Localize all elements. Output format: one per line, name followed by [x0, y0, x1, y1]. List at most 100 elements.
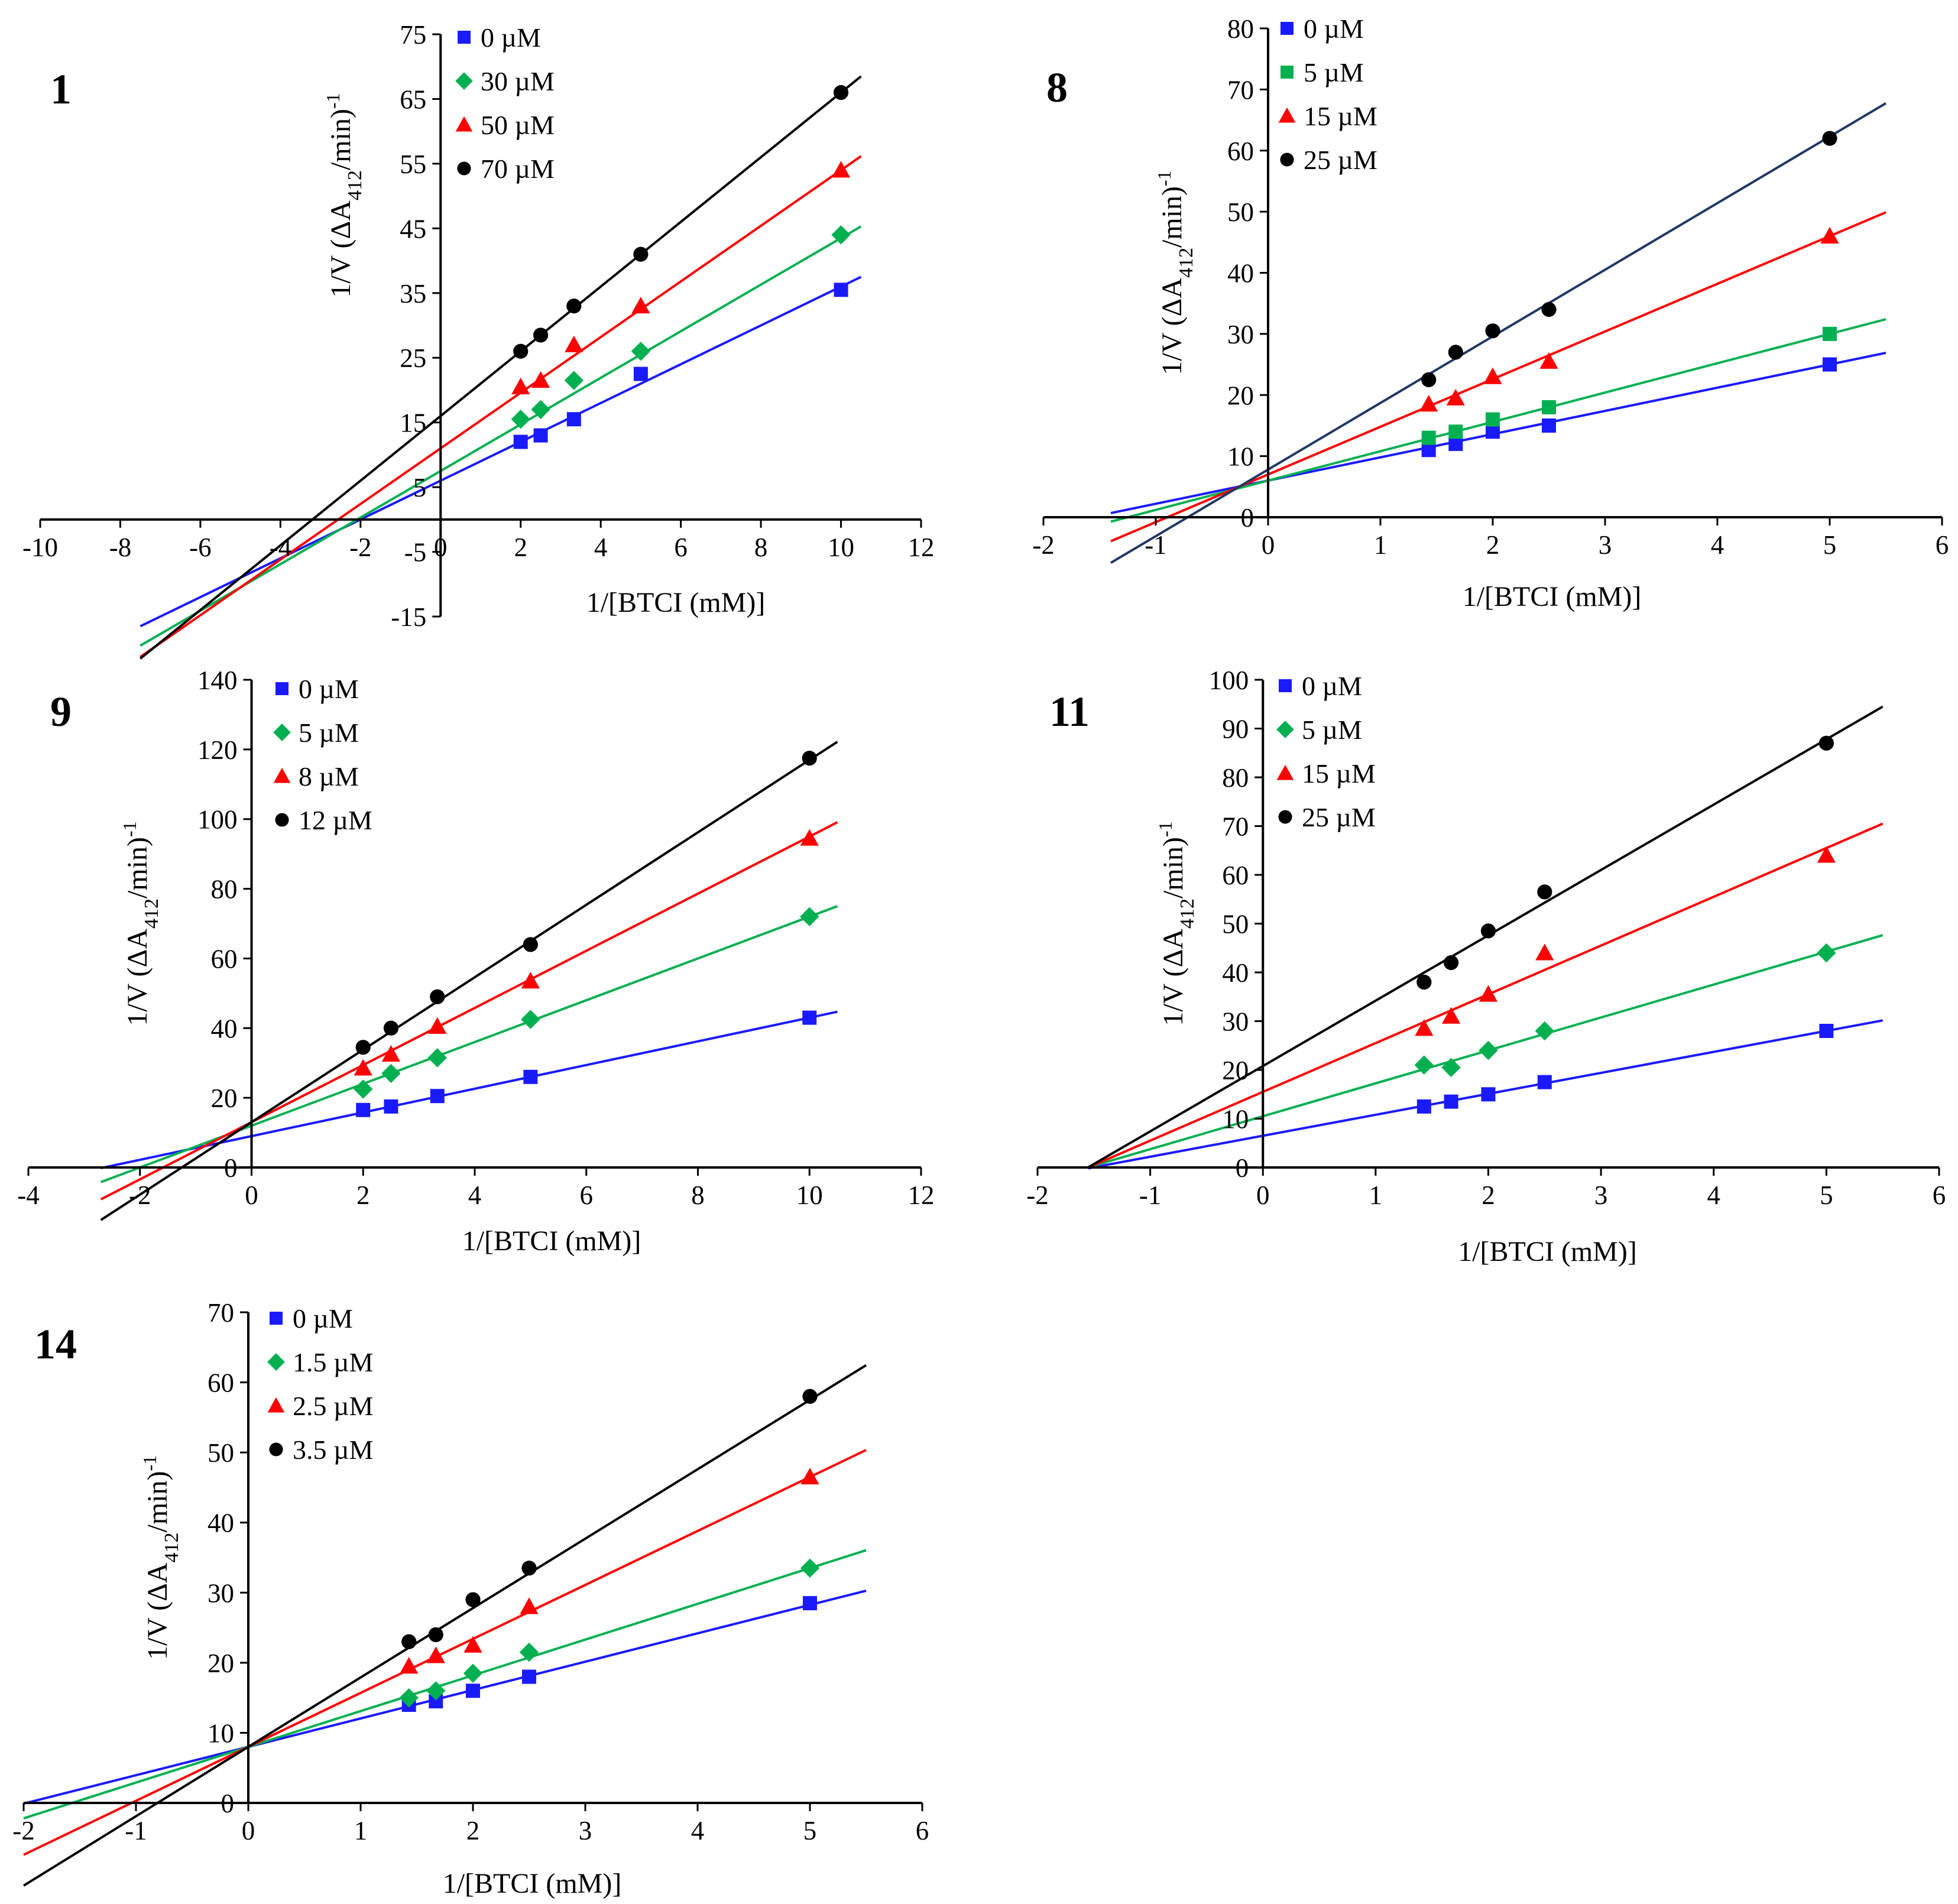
data-point-8-3-2 [1485, 323, 1500, 339]
data-point-8-0-1 [1448, 436, 1463, 451]
legend-marker-3 [1280, 153, 1294, 167]
data-point-8-1-4 [1823, 326, 1837, 341]
x-axis-title: 1/[BTCI (mM)] [1458, 1236, 1637, 1267]
data-point-9-2-0 [354, 1059, 372, 1076]
data-point-8-3-1 [1448, 345, 1463, 360]
legend-entry: 0 µM [293, 1303, 353, 1334]
x-tick-label: 12 [908, 1180, 935, 1210]
x-tick-label: 12 [908, 533, 935, 562]
x-tick-label: 6 [1933, 1180, 1946, 1210]
data-point-1-3-4 [833, 85, 849, 100]
x-tick-label: 0 [1256, 1180, 1270, 1210]
data-point-1-1-2 [564, 371, 584, 390]
data-point-1-2-2 [565, 335, 583, 352]
legend-marker-2 [267, 1397, 285, 1413]
data-point-14-0-2 [466, 1684, 480, 1698]
y-tick-label: 10 [208, 1718, 234, 1748]
data-point-11-2-3 [1535, 943, 1554, 961]
x-tick-label: 10 [828, 533, 854, 562]
legend-marker-0 [1279, 679, 1292, 692]
data-point-1-1-3 [631, 342, 651, 361]
data-point-8-3-4 [1822, 131, 1837, 146]
data-point-11-1-2 [1479, 1040, 1498, 1060]
y-tick-label: 30 [1227, 320, 1254, 349]
data-point-8-0-0 [1421, 443, 1436, 458]
data-point-14-2-1 [426, 1646, 445, 1663]
data-point-8-2-1 [1446, 388, 1465, 406]
data-point-1-2-3 [631, 297, 650, 314]
y-tick-label: 20 [1227, 381, 1254, 410]
x-tick-label: -4 [270, 533, 292, 562]
x-tick-label: 5 [1820, 1180, 1833, 1210]
x-tick-label: 2 [466, 1816, 480, 1845]
y-tick-label: 40 [1222, 958, 1249, 988]
y-tick-label: 40 [1227, 259, 1254, 288]
chart-panel-1: -10 -8 -6 -4 -2 0 2 4 6 8 10 12 -15 -5 5 15 25 35 45 55 65 75… [22, 20, 935, 660]
y-tick-label: 30 [1222, 1007, 1249, 1037]
y-tick-label: 70 [208, 1298, 234, 1328]
y-tick-label: 70 [1227, 75, 1254, 105]
x-tick-label: 1 [1369, 1180, 1383, 1210]
data-point-8-2-4 [1820, 226, 1839, 244]
data-point-1-3-2 [566, 299, 582, 314]
legend: 0 µM 5 µM 15 µM 25 µM [1278, 14, 1377, 175]
data-point-8-1-1 [1448, 424, 1463, 439]
data-point-8-1-3 [1542, 400, 1556, 414]
legend-entry: 12 µM [299, 805, 372, 835]
x-tick-label: 0 [1262, 530, 1275, 560]
data-point-8-0-2 [1486, 424, 1500, 439]
y-tick-label: 40 [211, 1014, 238, 1043]
legend-marker-3 [457, 161, 471, 176]
data-point-11-3-4 [1818, 735, 1834, 751]
legend: 0 µM 5 µM 15 µM 25 µM [1276, 671, 1376, 832]
data-point-9-0-1 [384, 1099, 398, 1114]
data-point-11-2-4 [1817, 846, 1836, 863]
legend-entry: 5 µM [1304, 57, 1364, 87]
legend-marker-1 [1281, 66, 1294, 79]
fit-line-9-2 [100, 821, 838, 1201]
data-point-14-2-3 [520, 1597, 539, 1614]
data-point-11-3-1 [1443, 955, 1459, 971]
y-tick-label: 65 [400, 85, 426, 114]
y-tick-label: 60 [1227, 137, 1254, 166]
legend-marker-2 [1278, 107, 1296, 123]
x-tick-label: -8 [109, 533, 132, 562]
data-point-14-2-4 [800, 1468, 819, 1485]
legend-marker-1 [1276, 721, 1294, 738]
fit-line-14-2 [23, 1449, 867, 1856]
data-point-11-1-0 [1414, 1055, 1434, 1075]
y-tick-label: 50 [1227, 197, 1254, 227]
panel-label: 9 [50, 688, 72, 735]
data-point-1-0-0 [513, 434, 528, 449]
y-tick-label: 25 [400, 343, 426, 373]
legend: 0 µM 5 µM 8 µM 12 µM [273, 674, 372, 835]
data-point-9-1-2 [427, 1048, 447, 1068]
data-point-1-1-1 [531, 400, 550, 419]
y-tick-label: 15 [400, 408, 426, 438]
data-point-14-2-0 [400, 1657, 419, 1674]
data-point-11-0-3 [1537, 1075, 1552, 1089]
legend-marker-0 [1281, 22, 1294, 35]
x-tick-label: 5 [1823, 530, 1837, 560]
data-point-14-0-4 [803, 1596, 817, 1611]
x-tick-label: -6 [189, 533, 212, 562]
legend-entry: 5 µM [299, 718, 359, 748]
legend-marker-1 [455, 72, 473, 90]
chart-panel-11: -2 -1 0 1 2 3 4 5 601020304050607080901001/[BTCI… [1026, 666, 1946, 1267]
legend-marker-2 [273, 767, 291, 783]
x-tick-label: 3 [1599, 530, 1612, 560]
legend-marker-0 [458, 31, 471, 44]
data-point-9-2-3 [521, 972, 540, 989]
x-tick-label: -2 [349, 533, 372, 562]
x-tick-label: 1 [354, 1816, 368, 1845]
legend: 0 µM 1.5 µM 2.5 µM 3.5 µM [267, 1303, 373, 1465]
data-point-8-3-3 [1541, 301, 1557, 317]
y-tick-label: 80 [1227, 14, 1254, 44]
data-point-9-3-3 [523, 937, 538, 952]
legend-entry: 15 µM [1304, 101, 1377, 131]
x-tick-label: -2 [129, 1180, 151, 1210]
fit-line-14-1 [23, 1549, 867, 1819]
data-point-9-0-4 [802, 1010, 817, 1025]
data-point-1-2-0 [511, 377, 530, 394]
